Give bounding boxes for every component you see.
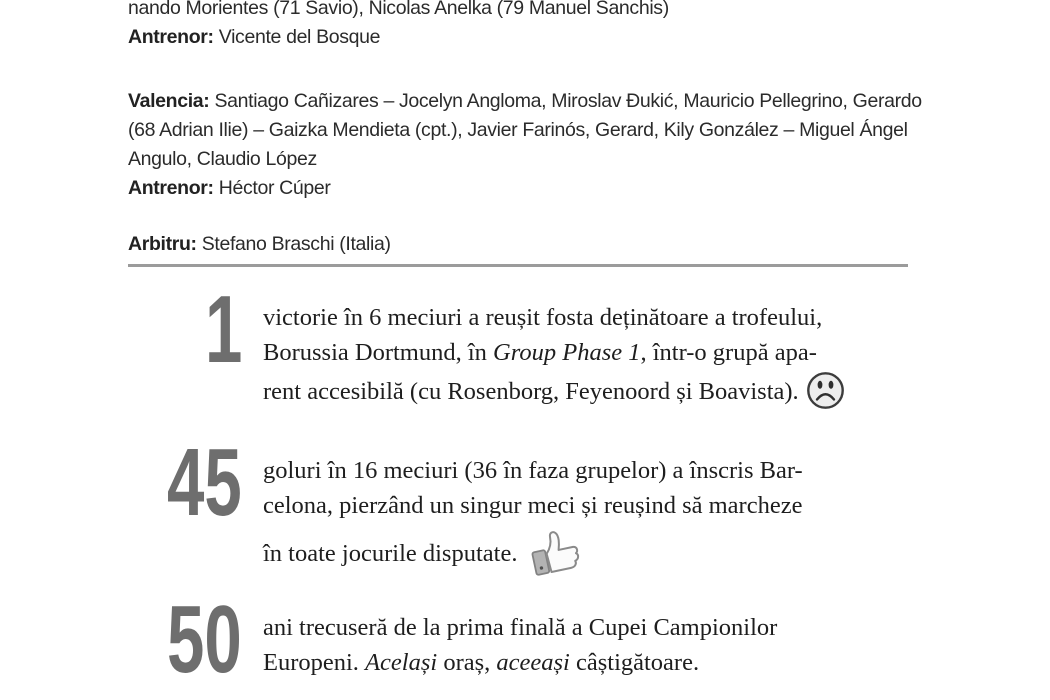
fact-line: victorie în 6 meciuri a reușit fosta deț…: [263, 304, 823, 331]
fact-run: , într-o grupă apa-: [640, 339, 817, 366]
valencia-label: Valencia:: [128, 90, 210, 112]
fact-text: ani trecuseră de la prima finală a Cupei…: [263, 610, 777, 680]
valencia-lineup-line-2: (68 Adrian Ilie) – Gaizka Mendieta (cpt.…: [128, 119, 908, 141]
coach-label: Antrenor:: [128, 26, 214, 48]
fact-run: Borussia Dortmund, în: [263, 339, 494, 366]
fact-number: 1: [204, 276, 242, 383]
fact-item: 45 goluri în 16 meciuri (36 în faza grup…: [128, 435, 948, 577]
fact-run: rent accesibilă (cu Rosenborg, Feyenoord…: [263, 378, 799, 405]
lineup-continuation-line: nando Morientes (71 Savio), Nicolas Anel…: [128, 0, 669, 19]
valencia-lineup-line-1: Valencia: Santiago Cañizares – Jocelyn A…: [128, 87, 928, 116]
section-divider-rule: [128, 264, 908, 267]
coach-name: Vicente del Bosque: [218, 26, 381, 48]
fact-line: în toate jocurile disputate.: [263, 523, 803, 577]
fact-text: goluri în 16 meciuri (36 în faza grupelo…: [263, 453, 803, 577]
fact-line: ani trecuseră de la prima finală a Cupei…: [263, 614, 778, 641]
coach-label: Antrenor:: [128, 177, 214, 199]
referee-line: Arbitru: Stefano Braschi (Italia): [128, 230, 928, 259]
fact-line: celona, pierzând un singur meci și reuși…: [263, 492, 803, 519]
sad-face-icon: [805, 370, 846, 411]
numbered-facts-list: 1 victorie în 6 meciuri a reușit fosta d…: [128, 282, 948, 688]
fact-run: în toate jocurile disputate.: [263, 540, 518, 567]
fact-run-italic: Același: [365, 649, 438, 676]
fact-number: 50: [167, 586, 242, 693]
fact-line: Europeni. Același oraș, aceeași câștigăt…: [263, 645, 777, 680]
fact-text: victorie în 6 meciuri a reușit fosta deț…: [263, 300, 846, 411]
fact-run: oraș,: [437, 649, 497, 676]
fact-number: 45: [167, 429, 242, 536]
fact-run-italic: aceeași: [496, 649, 570, 676]
fact-line: Borussia Dortmund, în Group Phase 1, înt…: [263, 335, 846, 370]
valencia-lineup-line-3: Angulo, Claudio López: [128, 148, 317, 170]
thumbs-up-icon: [523, 523, 583, 577]
coach-valencia-line: Antrenor: Héctor Cúper: [128, 174, 928, 203]
referee-name: Stefano Braschi (Italia): [201, 233, 391, 255]
fact-line: rent accesibilă (cu Rosenborg, Feyenoord…: [263, 370, 846, 411]
coach-name: Héctor Cúper: [218, 177, 331, 199]
fact-run: câștigătoare.: [569, 649, 700, 676]
fact-item: 1 victorie în 6 meciuri a reușit fosta d…: [128, 282, 948, 411]
match-info-block: nando Morientes (71 Savio), Nicolas Anel…: [128, 0, 928, 259]
fact-run-italic: Group Phase 1: [493, 339, 641, 366]
fact-item: 50 ani trecuseră de la prima finală a Cu…: [128, 592, 948, 688]
coach-real-madrid-line: Antrenor: Vicente del Bosque: [128, 23, 928, 52]
fact-line: goluri în 16 meciuri (36 în faza grupelo…: [263, 457, 803, 484]
valencia-lineup-text-1: Santiago Cañizares – Jocelyn Angloma, Mi…: [214, 90, 922, 112]
referee-label: Arbitru:: [128, 233, 197, 255]
fact-run: Europeni.: [263, 649, 366, 676]
